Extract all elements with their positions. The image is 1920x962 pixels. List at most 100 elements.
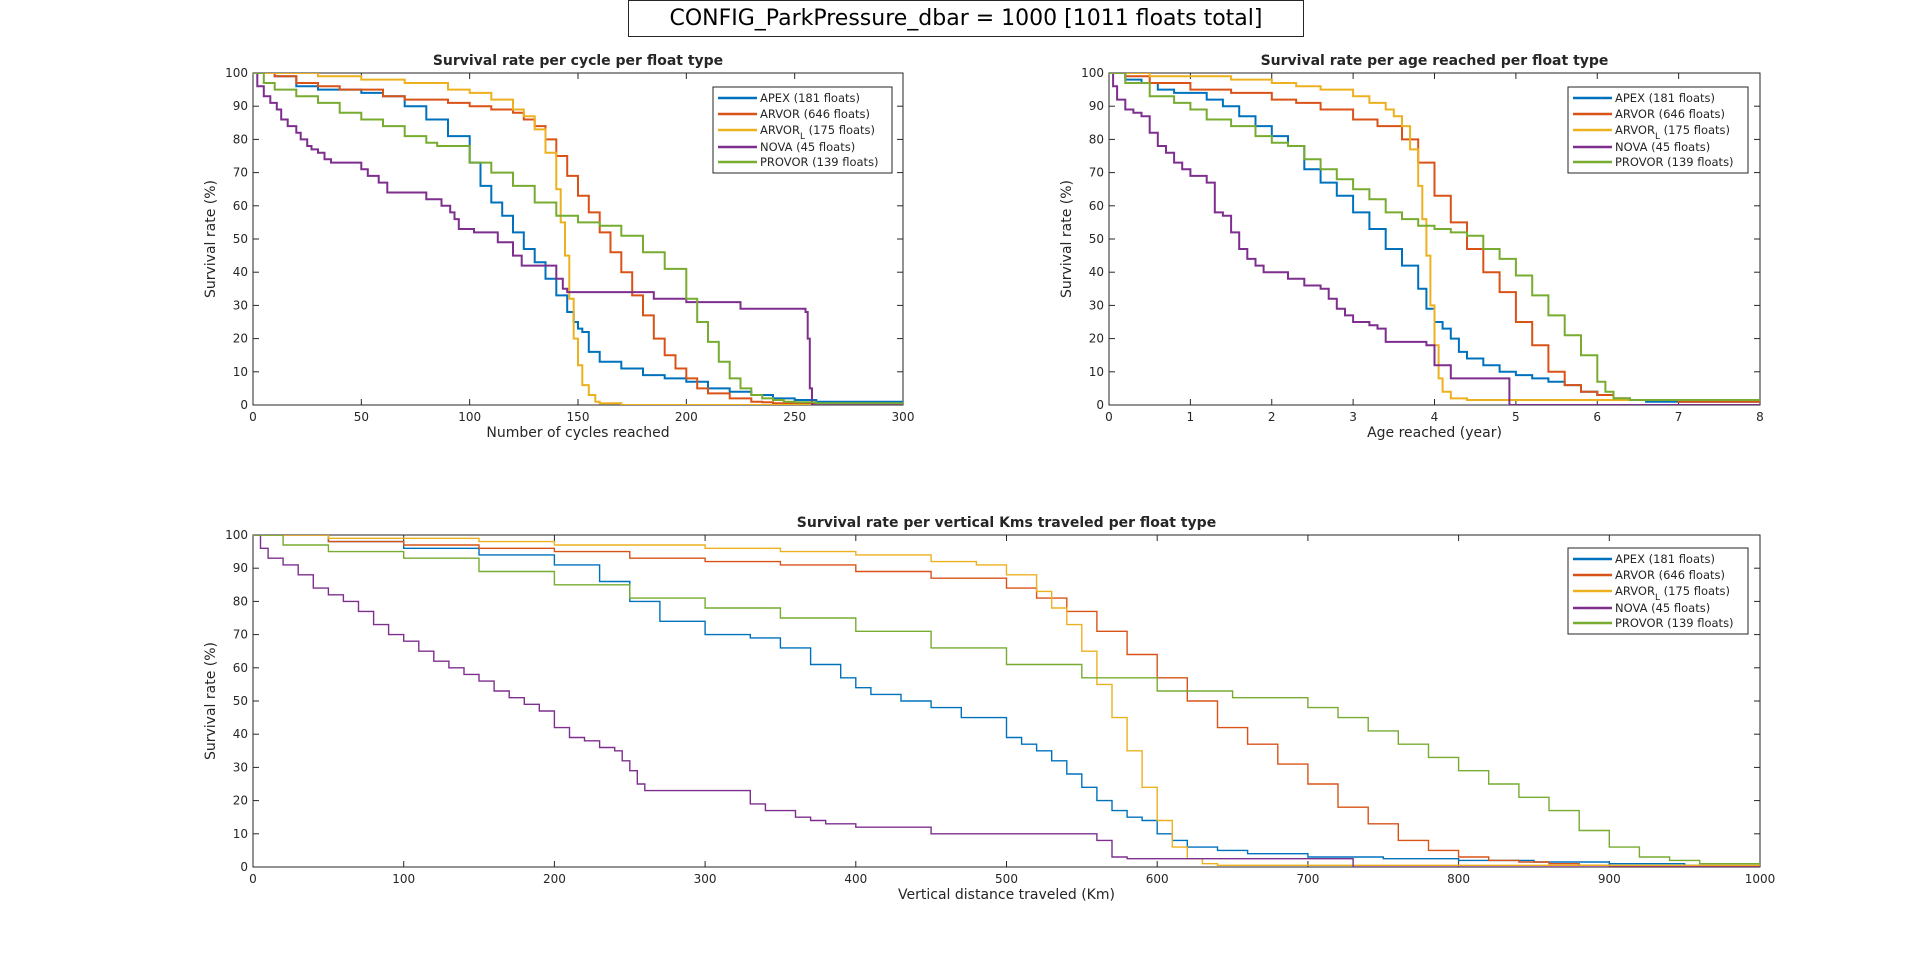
series-line xyxy=(253,73,903,405)
y-tick-label: 20 xyxy=(233,332,248,346)
x-tick-label: 200 xyxy=(675,410,698,424)
y-tick-label: 60 xyxy=(233,199,248,213)
y-tick-label: 10 xyxy=(233,827,248,841)
y-tick-label: 90 xyxy=(233,561,248,575)
x-axis-label: Number of cycles reached xyxy=(486,425,669,441)
x-tick-label: 250 xyxy=(783,410,806,424)
axes-box xyxy=(252,534,1761,868)
legend-label: NOVA (45 floats) xyxy=(760,140,855,154)
y-tick-label: 100 xyxy=(225,66,248,80)
legend-label: PROVOR (139 floats) xyxy=(760,155,879,169)
x-tick-label: 7 xyxy=(1675,410,1683,424)
y-tick-label: 80 xyxy=(1089,132,1104,146)
legend-label: NOVA (45 floats) xyxy=(1615,140,1710,154)
y-tick-label: 90 xyxy=(1089,99,1104,113)
x-tick-label: 150 xyxy=(567,410,590,424)
legend-label: APEX (181 floats) xyxy=(1615,91,1715,105)
chart-title: Survival rate per cycle per float type xyxy=(433,53,723,69)
legend-label: ARVOR (646 floats) xyxy=(1615,107,1725,121)
y-tick-label: 80 xyxy=(233,594,248,608)
x-axis-label: Age reached (year) xyxy=(1367,425,1502,441)
x-tick-label: 2 xyxy=(1268,410,1276,424)
chart-title: Survival rate per age reached per float … xyxy=(1261,53,1609,69)
x-tick-label: 4 xyxy=(1431,410,1439,424)
y-tick-label: 70 xyxy=(233,628,248,642)
x-tick-label: 1 xyxy=(1187,410,1195,424)
x-axis-label: Vertical distance traveled (Km) xyxy=(898,887,1115,903)
y-tick-label: 50 xyxy=(1089,232,1104,246)
series-line xyxy=(253,535,1760,866)
y-tick-label: 100 xyxy=(225,528,248,542)
chart-1: Survival rate per cycle per float type 0 5… xyxy=(203,53,914,441)
y-tick-label: 10 xyxy=(233,365,248,379)
legend-label: APEX (181 floats) xyxy=(760,91,860,105)
y-tick-label: 20 xyxy=(1089,332,1104,346)
x-tick-label: 8 xyxy=(1756,410,1764,424)
y-tick-label: 70 xyxy=(233,166,248,180)
series-line xyxy=(1109,73,1760,403)
y-tick-label: 0 xyxy=(240,860,248,874)
y-tick-label: 60 xyxy=(1089,199,1104,213)
y-tick-label: 20 xyxy=(233,794,248,808)
figure-title: CONFIG_ParkPressure_dbar = 1000 [1011 fl… xyxy=(628,0,1304,37)
x-tick-label: 50 xyxy=(354,410,369,424)
x-tick-label: 300 xyxy=(694,872,717,886)
legend-label: ARVOR (646 floats) xyxy=(1615,568,1725,582)
y-axis-label: Survival rate (%) xyxy=(1059,180,1075,298)
y-tick-label: 70 xyxy=(1089,166,1104,180)
chart-2: Survival rate per age reached per float … xyxy=(1059,53,1764,441)
x-tick-label: 0 xyxy=(249,872,257,886)
x-tick-label: 0 xyxy=(1105,410,1113,424)
series-line xyxy=(253,535,1760,867)
y-tick-label: 0 xyxy=(1096,398,1104,412)
x-tick-label: 0 xyxy=(249,410,257,424)
legend-label: ARVORL (175 floats) xyxy=(1615,584,1730,603)
x-tick-label: 5 xyxy=(1512,410,1520,424)
y-tick-label: 50 xyxy=(233,232,248,246)
x-tick-label: 1000 xyxy=(1745,872,1776,886)
y-tick-label: 0 xyxy=(240,398,248,412)
y-tick-label: 40 xyxy=(1089,265,1104,279)
x-tick-label: 100 xyxy=(392,872,415,886)
y-tick-label: 30 xyxy=(233,760,248,774)
series-line xyxy=(253,535,1760,866)
series-line xyxy=(253,73,903,405)
series-line xyxy=(1109,73,1760,405)
series-line xyxy=(1109,73,1760,401)
legend-label: ARVORL (175 floats) xyxy=(1615,123,1730,142)
series-line xyxy=(253,73,903,405)
legend-label: PROVOR (139 floats) xyxy=(1615,616,1734,630)
chart-title: Survival rate per vertical Kms traveled … xyxy=(797,515,1216,531)
x-tick-label: 600 xyxy=(1146,872,1169,886)
y-axis-label: Survival rate (%) xyxy=(203,642,219,760)
legend-label: APEX (181 floats) xyxy=(1615,552,1715,566)
x-tick-label: 400 xyxy=(844,872,867,886)
y-tick-label: 10 xyxy=(1089,365,1104,379)
y-tick-label: 40 xyxy=(233,727,248,741)
x-tick-label: 800 xyxy=(1447,872,1470,886)
x-tick-label: 100 xyxy=(458,410,481,424)
y-tick-label: 40 xyxy=(233,265,248,279)
series-line xyxy=(253,535,1760,866)
series-line xyxy=(253,73,903,405)
y-tick-label: 30 xyxy=(233,298,248,312)
x-tick-label: 300 xyxy=(892,410,915,424)
legend-label: ARVORL (175 floats) xyxy=(760,123,875,142)
chart-3: Survival rate per vertical Kms traveled … xyxy=(203,515,1775,903)
y-axis-label: Survival rate (%) xyxy=(203,180,219,298)
series-line xyxy=(253,535,1760,867)
y-tick-label: 80 xyxy=(233,132,248,146)
x-tick-label: 200 xyxy=(543,872,566,886)
y-tick-label: 30 xyxy=(1089,298,1104,312)
x-tick-label: 6 xyxy=(1593,410,1601,424)
x-tick-label: 900 xyxy=(1598,872,1621,886)
x-tick-label: 700 xyxy=(1296,872,1319,886)
legend-label: NOVA (45 floats) xyxy=(1615,601,1710,615)
series-line xyxy=(1109,73,1760,401)
y-tick-label: 100 xyxy=(1081,66,1104,80)
y-tick-label: 90 xyxy=(233,99,248,113)
legend-label: ARVOR (646 floats) xyxy=(760,107,870,121)
y-tick-label: 60 xyxy=(233,661,248,675)
x-tick-label: 3 xyxy=(1349,410,1357,424)
